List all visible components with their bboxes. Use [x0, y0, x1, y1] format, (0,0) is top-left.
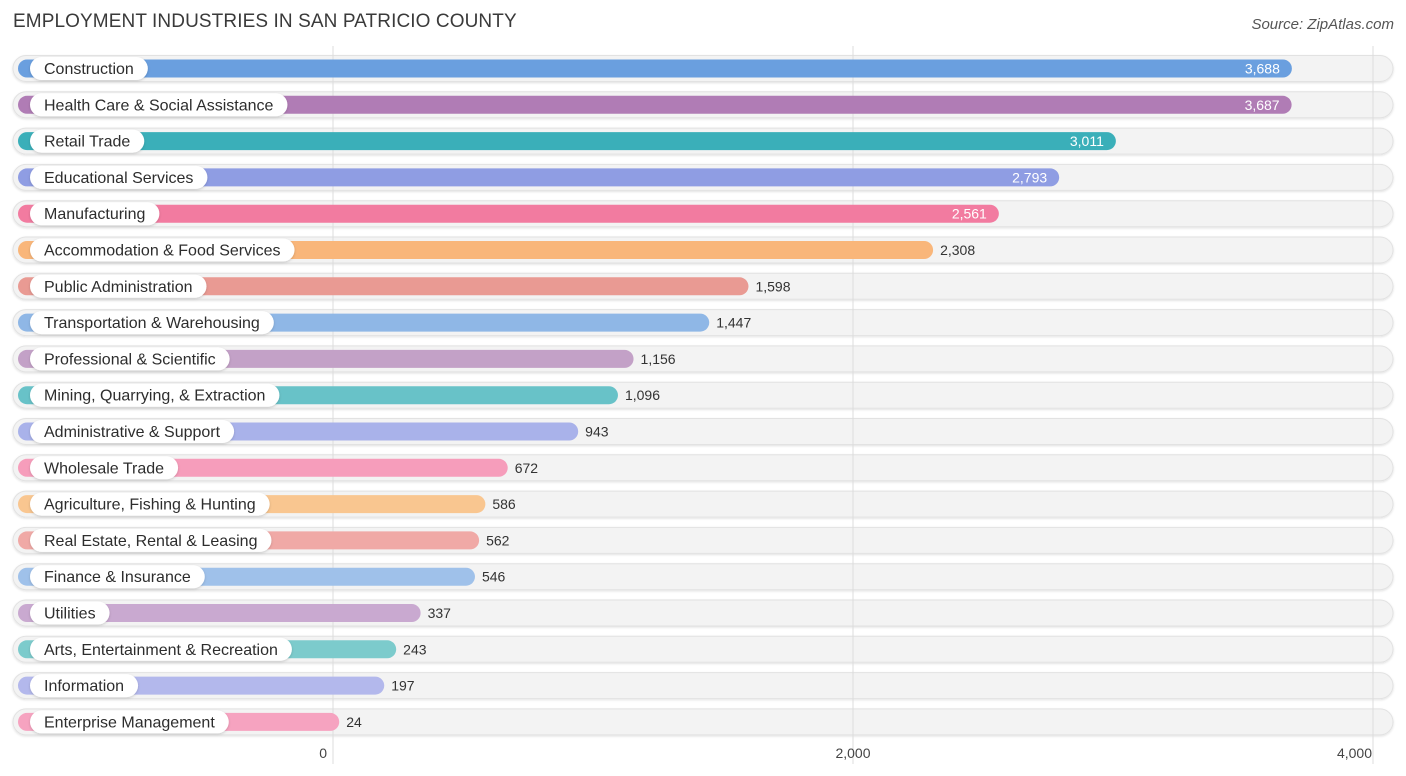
- category-label-pill: [30, 456, 179, 480]
- category-label: Administrative & Support: [44, 424, 221, 441]
- category-label-pill: [30, 383, 280, 407]
- category-label-pill: [30, 93, 288, 117]
- category-label-pill: [30, 637, 292, 661]
- value-label: 943: [585, 424, 609, 440]
- value-label: 24: [346, 714, 362, 730]
- category-label-pill: [30, 129, 145, 153]
- bar[interactable]: [18, 59, 1292, 78]
- chart-title: EMPLOYMENT INDUSTRIES IN SAN PATRICIO CO…: [13, 11, 517, 32]
- category-label: Public Administration: [44, 279, 193, 296]
- category-label: Professional & Scientific: [44, 351, 216, 368]
- value-label: 672: [515, 460, 539, 476]
- category-label-pill: [30, 274, 207, 298]
- value-label: 546: [482, 569, 506, 585]
- category-label: Health Care & Social Assistance: [44, 97, 274, 114]
- x-tick-label: 0: [319, 745, 327, 761]
- category-label-pill: [30, 528, 272, 552]
- category-label-pill: [30, 57, 148, 80]
- value-label: 3,688: [1245, 61, 1280, 77]
- category-label: Information: [44, 678, 124, 695]
- bar[interactable]: [18, 204, 999, 223]
- category-label-pill: [30, 710, 229, 734]
- bar[interactable]: [18, 95, 1292, 114]
- bar[interactable]: [18, 168, 1060, 187]
- category-label-pill: [30, 565, 205, 589]
- category-label: Enterprise Management: [44, 714, 215, 731]
- value-label: 337: [428, 605, 452, 621]
- category-label: Utilities: [44, 606, 96, 623]
- category-label-pill: [30, 347, 230, 371]
- category-label: Accommodation & Food Services: [44, 243, 281, 260]
- x-tick-label: 4,000: [1337, 745, 1372, 761]
- category-label: Mining, Quarrying, & Extraction: [44, 388, 265, 405]
- category-label: Real Estate, Rental & Leasing: [44, 533, 257, 550]
- category-label: Arts, Entertainment & Recreation: [44, 642, 278, 659]
- category-label-pill: [30, 202, 160, 226]
- category-label: Transportation & Warehousing: [44, 315, 260, 332]
- x-tick-label: 2,000: [835, 745, 870, 761]
- category-label-pill: [30, 492, 270, 516]
- source-label: Source: ZipAtlas.com: [1251, 16, 1394, 33]
- category-label: Educational Services: [44, 170, 193, 187]
- category-label: Wholesale Trade: [44, 460, 164, 477]
- value-label: 3,687: [1245, 97, 1280, 113]
- category-label-pill: [30, 165, 208, 189]
- category-label: Manufacturing: [44, 206, 145, 223]
- category-label-pill: [30, 311, 274, 335]
- category-label: Construction: [44, 61, 134, 78]
- value-label: 1,096: [625, 387, 660, 403]
- category-label: Retail Trade: [44, 134, 130, 151]
- value-label: 3,011: [1070, 133, 1104, 149]
- category-label: Agriculture, Fishing & Hunting: [44, 497, 256, 514]
- value-label: 2,308: [940, 242, 975, 258]
- bar-track: [12, 708, 1394, 736]
- value-label: 1,598: [755, 278, 790, 294]
- value-label: 562: [486, 532, 510, 548]
- bar[interactable]: [18, 604, 421, 622]
- value-label: 197: [391, 678, 415, 694]
- category-label-pill: [30, 420, 235, 443]
- value-label: 1,156: [641, 351, 676, 367]
- category-label-pill: [30, 238, 295, 262]
- value-label: 586: [492, 496, 516, 512]
- bar[interactable]: [18, 132, 1116, 151]
- category-label-pill: [30, 601, 110, 625]
- value-label: 243: [403, 641, 427, 657]
- category-label: Finance & Insurance: [44, 569, 191, 586]
- value-label: 2,793: [1012, 169, 1047, 185]
- category-label-pill: [30, 674, 139, 698]
- value-label: 1,447: [716, 315, 751, 331]
- value-label: 2,561: [952, 206, 987, 222]
